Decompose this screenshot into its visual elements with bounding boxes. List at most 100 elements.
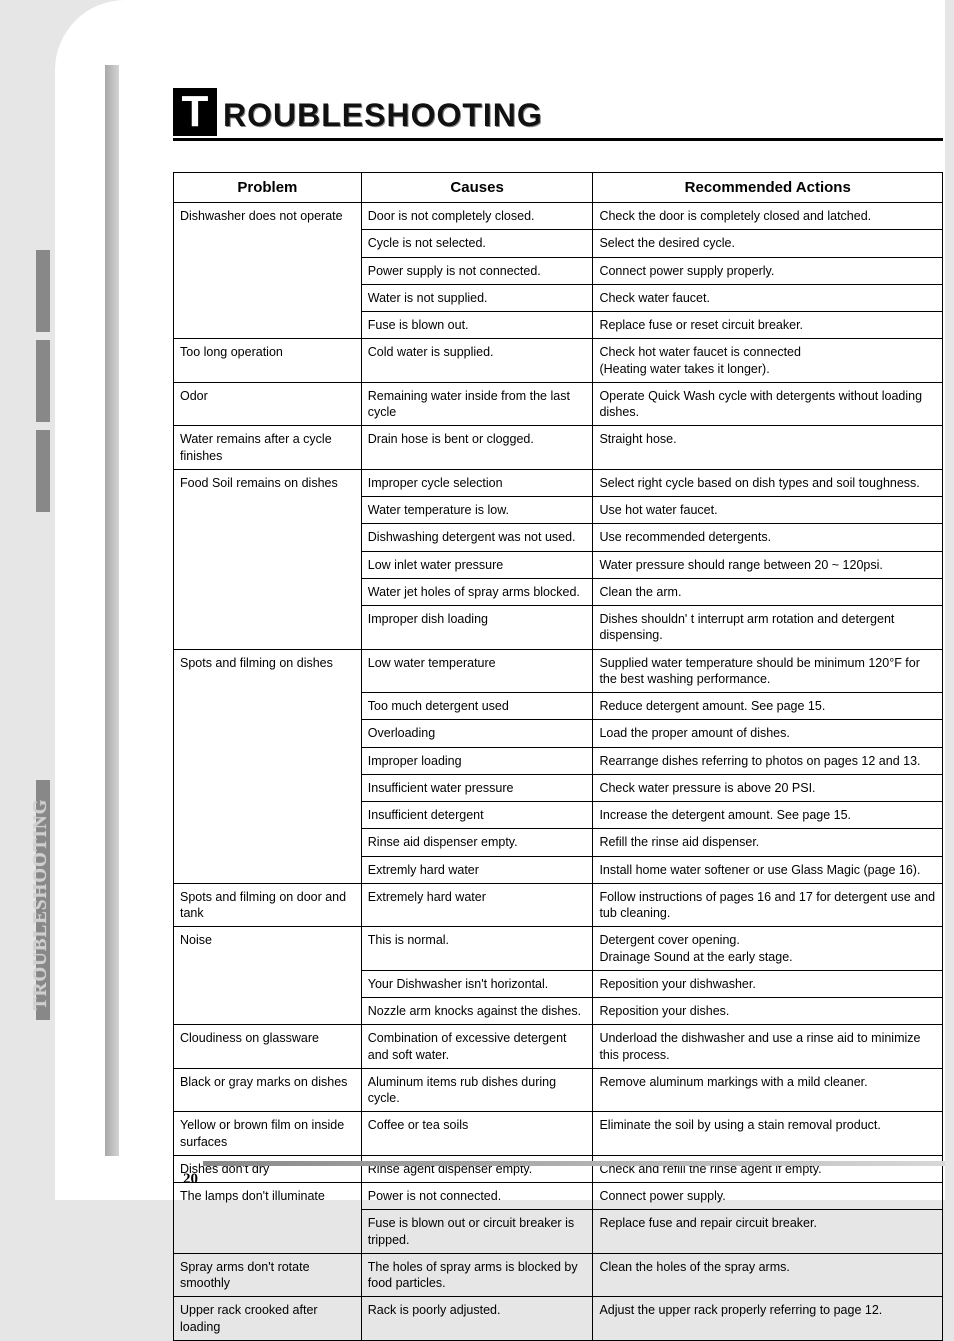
action-cell: Increase the detergent amount. See page … bbox=[593, 802, 943, 829]
action-cell: Rearrange dishes referring to photos on … bbox=[593, 747, 943, 774]
table-row: Cloudiness on glasswareCombination of ex… bbox=[174, 1025, 943, 1069]
cause-cell: Improper dish loading bbox=[361, 606, 593, 650]
problem-cell: Spots and filming on dishes bbox=[174, 649, 362, 883]
header-actions: Recommended Actions bbox=[593, 173, 943, 203]
action-cell: Eliminate the soil by using a stain remo… bbox=[593, 1112, 943, 1156]
action-cell: Straight hose. bbox=[593, 426, 943, 470]
action-cell: Follow instructions of pages 16 and 17 f… bbox=[593, 883, 943, 927]
action-cell: Use hot water faucet. bbox=[593, 497, 943, 524]
section-heading: T ROUBLESHOOTING bbox=[173, 88, 943, 141]
cause-cell: Rack is poorly adjusted. bbox=[361, 1297, 593, 1341]
table-row: Spots and filming on door and tankExtrem… bbox=[174, 883, 943, 927]
action-cell: Use recommended detergents. bbox=[593, 524, 943, 551]
cause-cell: Your Dishwasher isn't horizontal. bbox=[361, 970, 593, 997]
cause-cell: Improper loading bbox=[361, 747, 593, 774]
action-cell: Operate Quick Wash cycle with detergents… bbox=[593, 382, 943, 426]
problem-cell: Too long operation bbox=[174, 339, 362, 383]
action-cell: Check hot water faucet is connected (Hea… bbox=[593, 339, 943, 383]
cause-cell: Power is not connected. bbox=[361, 1183, 593, 1210]
problem-cell: The lamps don't illuminate bbox=[174, 1183, 362, 1254]
table-row: Yellow or brown film on inside surfacesC… bbox=[174, 1112, 943, 1156]
cause-cell: Combination of excessive detergent and s… bbox=[361, 1025, 593, 1069]
table-row: Water remains after a cycle finishesDrai… bbox=[174, 426, 943, 470]
table-header-row: Problem Causes Recommended Actions bbox=[174, 173, 943, 203]
problem-cell: Upper rack crooked after loading bbox=[174, 1297, 362, 1341]
heading-dropcap: T bbox=[173, 88, 217, 136]
cause-cell: Coffee or tea soils bbox=[361, 1112, 593, 1156]
table-row: Spray arms don't rotate smoothlyThe hole… bbox=[174, 1253, 943, 1297]
action-cell: Load the proper amount of dishes. bbox=[593, 720, 943, 747]
cause-cell: Dishwashing detergent was not used. bbox=[361, 524, 593, 551]
action-cell: Supplied water temperature should be min… bbox=[593, 649, 943, 693]
action-cell: Clean the arm. bbox=[593, 578, 943, 605]
problem-cell: Dishes don't dry bbox=[174, 1155, 362, 1182]
table-row: NoiseThis is normal.Detergent cover open… bbox=[174, 927, 943, 971]
action-cell: Reposition your dishes. bbox=[593, 998, 943, 1025]
action-cell: Select right cycle based on dish types a… bbox=[593, 469, 943, 496]
cause-cell: Overloading bbox=[361, 720, 593, 747]
action-cell: Reduce detergent amount. See page 15. bbox=[593, 693, 943, 720]
cause-cell: Cold water is supplied. bbox=[361, 339, 593, 383]
table-row: Too long operationCold water is supplied… bbox=[174, 339, 943, 383]
side-tab-3 bbox=[36, 430, 50, 512]
action-cell: Clean the holes of the spray arms. bbox=[593, 1253, 943, 1297]
cause-cell: This is normal. bbox=[361, 927, 593, 971]
footer-gradient-bar bbox=[203, 1161, 945, 1166]
action-cell: Replace fuse and repair circuit breaker. bbox=[593, 1210, 943, 1254]
page-number: 20 bbox=[183, 1171, 198, 1188]
cause-cell: Fuse is blown out. bbox=[361, 312, 593, 339]
action-cell: Reposition your dishwasher. bbox=[593, 970, 943, 997]
cause-cell: Door is not completely closed. bbox=[361, 203, 593, 230]
side-tab-2 bbox=[36, 340, 50, 422]
table-row: The lamps don't illuminatePower is not c… bbox=[174, 1183, 943, 1210]
problem-cell: Food Soil remains on dishes bbox=[174, 469, 362, 649]
side-tab-1 bbox=[36, 250, 50, 332]
left-gradient-bar bbox=[105, 65, 119, 1156]
cause-cell: Remaining water inside from the last cyc… bbox=[361, 382, 593, 426]
table-row: Food Soil remains on dishesImproper cycl… bbox=[174, 469, 943, 496]
problem-cell: Noise bbox=[174, 927, 362, 1025]
problem-cell: Spots and filming on door and tank bbox=[174, 883, 362, 927]
cause-cell: Power supply is not connected. bbox=[361, 257, 593, 284]
cause-cell: Water is not supplied. bbox=[361, 284, 593, 311]
problem-cell: Black or gray marks on dishes bbox=[174, 1068, 362, 1112]
cause-cell: Water temperature is low. bbox=[361, 497, 593, 524]
cause-cell: The holes of spray arms is blocked by fo… bbox=[361, 1253, 593, 1297]
action-cell: Water pressure should range between 20 ~… bbox=[593, 551, 943, 578]
cause-cell: Aluminum items rub dishes during cycle. bbox=[361, 1068, 593, 1112]
cause-cell: Low water temperature bbox=[361, 649, 593, 693]
cause-cell: Nozzle arm knocks against the dishes. bbox=[361, 998, 593, 1025]
cause-cell: Cycle is not selected. bbox=[361, 230, 593, 257]
header-causes: Causes bbox=[361, 173, 593, 203]
heading-rest: ROUBLESHOOTING bbox=[223, 94, 543, 136]
action-cell: Select the desired cycle. bbox=[593, 230, 943, 257]
action-cell: Check water pressure is above 20 PSI. bbox=[593, 774, 943, 801]
problem-cell: Dishwasher does not operate bbox=[174, 203, 362, 339]
action-cell: Check the door is completely closed and … bbox=[593, 203, 943, 230]
cause-cell: Rinse aid dispenser empty. bbox=[361, 829, 593, 856]
cause-cell: Extremely hard water bbox=[361, 883, 593, 927]
action-cell: Install home water softener or use Glass… bbox=[593, 856, 943, 883]
header-problem: Problem bbox=[174, 173, 362, 203]
problem-cell: Spray arms don't rotate smoothly bbox=[174, 1253, 362, 1297]
table-row: Dishes don't dryRinse agent dispenser em… bbox=[174, 1155, 943, 1182]
table-row: Black or gray marks on dishesAluminum it… bbox=[174, 1068, 943, 1112]
cause-cell: Insufficient water pressure bbox=[361, 774, 593, 801]
table-row: Dishwasher does not operateDoor is not c… bbox=[174, 203, 943, 230]
action-cell: Adjust the upper rack properly referring… bbox=[593, 1297, 943, 1341]
cause-cell: Drain hose is bent or clogged. bbox=[361, 426, 593, 470]
side-tab-area: TROUBLESHOOTING bbox=[0, 0, 50, 1242]
action-cell: Dishes shouldn' t interrupt arm rotation… bbox=[593, 606, 943, 650]
action-cell: Underload the dishwasher and use a rinse… bbox=[593, 1025, 943, 1069]
cause-cell: Too much detergent used bbox=[361, 693, 593, 720]
action-cell: Detergent cover opening. Drainage Sound … bbox=[593, 927, 943, 971]
table-row: Spots and filming on dishesLow water tem… bbox=[174, 649, 943, 693]
page-main: T ROUBLESHOOTING Problem Causes Recommen… bbox=[55, 0, 945, 1200]
action-cell: Refill the rinse aid dispenser. bbox=[593, 829, 943, 856]
cause-cell: Water jet holes of spray arms blocked. bbox=[361, 578, 593, 605]
table-row: OdorRemaining water inside from the last… bbox=[174, 382, 943, 426]
problem-cell: Cloudiness on glassware bbox=[174, 1025, 362, 1069]
table-row: Upper rack crooked after loadingRack is … bbox=[174, 1297, 943, 1341]
action-cell: Connect power supply properly. bbox=[593, 257, 943, 284]
side-section-label: TROUBLESHOOTING bbox=[30, 799, 52, 1010]
